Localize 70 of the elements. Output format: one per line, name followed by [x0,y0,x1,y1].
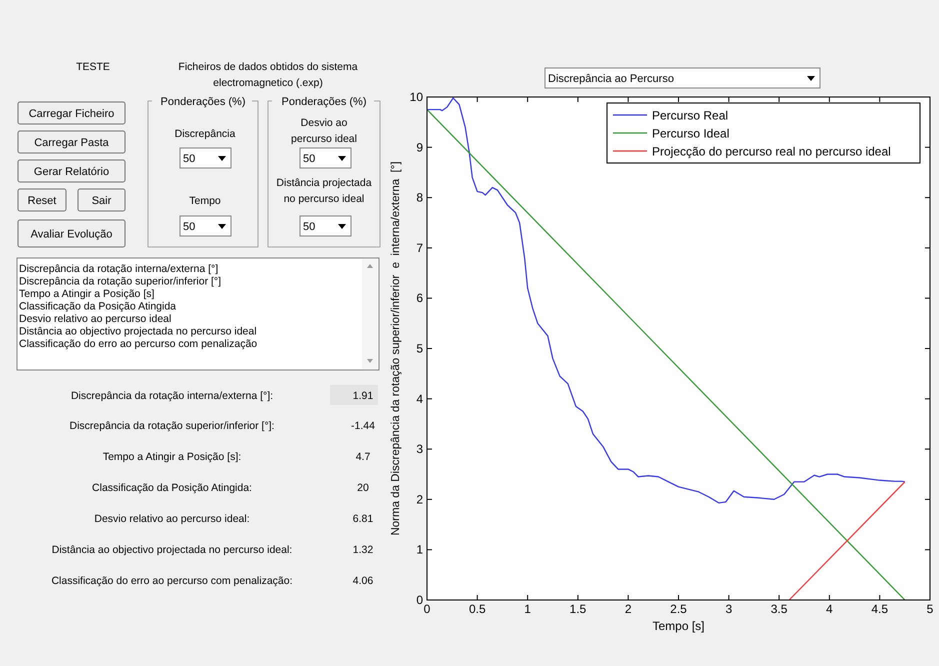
line-series [426,97,906,504]
text: Discrepância [174,128,236,140]
text: percurso ideal [291,133,357,145]
text: electromagnetico (.exp) [213,77,323,89]
text: 4.7 [356,451,370,463]
y-tick-label: 2 [416,492,424,506]
legend-label: Percurso Ideal [652,126,730,140]
x-tick-label: 1.5 [570,602,587,616]
x-tick-label: 4 [826,602,834,616]
x-tick-label: 3 [725,602,732,616]
text: -1.44 [351,420,376,432]
text: 20 [357,482,369,494]
x-axis-title: Tempo [s] [652,619,705,633]
y-tick-label: 4 [416,392,424,406]
text: 50 [183,221,196,233]
y-tick-label: 0 [416,593,424,607]
text: Carregar Ficheiro [28,108,114,120]
text: no percurso ideal [284,193,364,205]
text: Discrepância ao Percurso [548,73,674,85]
text: Tempo a Atingir a Posição [s] [19,288,154,300]
y-tick-label: 6 [416,291,424,306]
y-tick-label: 8 [416,190,424,205]
text: Distância ao objectivo projectada no percurso ideal: [52,544,292,556]
text: Ficheiros de dados obtidos do sistema [178,61,358,73]
text: 1.32 [352,544,374,556]
text: Reset [28,195,56,207]
text: Tempo a Atingir a Posição [s]: [102,451,242,463]
text: 4.06 [352,575,374,587]
x-tick-label: 1 [524,602,532,616]
x-tick-label: 3.5 [770,602,788,616]
text: Desvio relativo ao percurso ideal [19,313,172,325]
x-tick-label: 0.5 [468,602,486,616]
y-axis-title: Norma da Discrepância da rotação superior/inferior e interna/externa [°] [390,161,402,536]
text: 50 [303,153,316,165]
text: Discrepância da rotação interna/externa [°]: [70,390,274,402]
y-tick-label: 7 [416,240,424,255]
text: 1.91 [352,390,374,402]
text: Classificação da Posição Atingida: [92,482,252,494]
text: Desvio ao [300,117,348,129]
text: Discrepância da rotação superior/inferior [°]: [70,420,274,432]
text: Carregar Pasta [34,137,110,149]
text: Discrepância da rotação interna/externa [°] [19,263,218,275]
text: Distância ao objectivo projectada no percurso ideal [19,326,257,338]
text: Distância projectada [276,177,372,189]
text: Classificação do erro ao percurso com penalização: [51,575,293,587]
text: Sair [92,195,112,207]
text: 50 [183,153,196,165]
y-tick-label: 1 [416,542,424,557]
text: Desvio relativo ao percurso ideal: [94,513,250,525]
text: Discrepância da rotação superior/inferior [°] [19,276,222,288]
y-tick-label: 10 [410,90,424,104]
y-tick-label: 3 [416,442,424,456]
text: 50 [303,221,316,233]
text: TESTE [76,61,110,73]
text: Classificação do erro ao percurso com penalização [19,338,258,350]
text: Avaliar Evolução [30,228,112,240]
text: Ponderações (%) [282,96,366,108]
text: Ponderações (%) [160,96,246,108]
text: 6.81 [352,513,374,525]
x-tick-label: 4.5 [871,602,888,616]
y-tick-label: 9 [416,140,424,154]
x-tick-label: 2.5 [670,602,688,616]
text: Gerar Relatório [34,166,110,178]
x-tick-label: 5 [926,602,934,616]
x-tick-label: 2 [624,602,632,616]
legend-label: Projecção do percurso real no percurso ideal [652,144,891,158]
text: Classificação da Posição Atingida [19,300,176,312]
legend-label: Percurso Real [652,108,728,122]
y-tick-label: 5 [416,342,424,356]
text: Tempo [189,195,221,207]
